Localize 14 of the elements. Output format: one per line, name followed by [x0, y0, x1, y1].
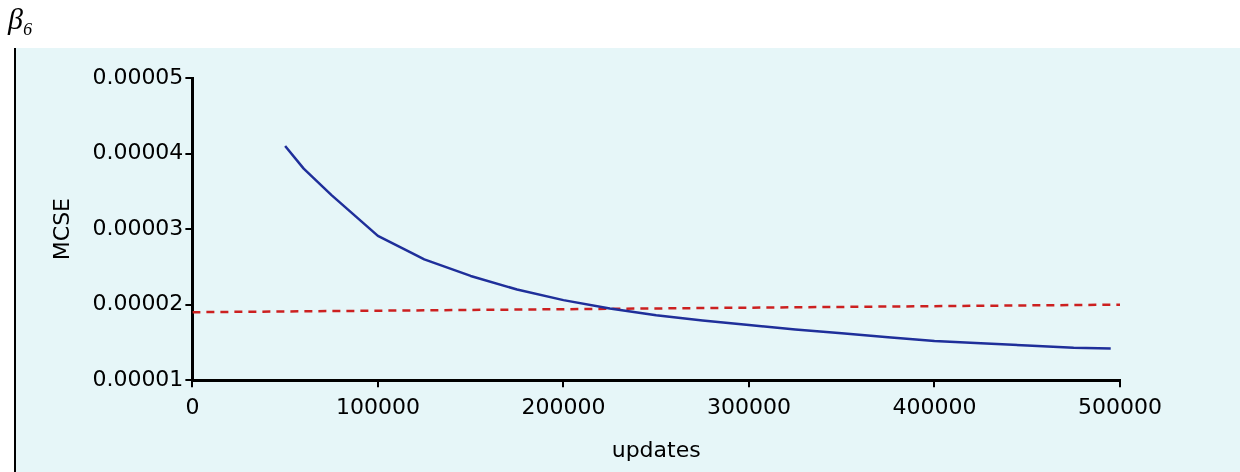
y-tick-label: 0.00005	[92, 63, 184, 89]
x-tick-label: 0	[185, 394, 200, 420]
y-tick-label: 0.00003	[92, 214, 184, 240]
y-tick-label: 0.00001	[92, 365, 184, 391]
x-tick-label: 400000	[892, 394, 977, 420]
chart-title: β₆	[8, 2, 34, 37]
x-axis-title: updates	[611, 436, 701, 462]
x-tick-label: 300000	[706, 394, 791, 420]
y-axis-title: MCSE	[48, 197, 74, 261]
y-tick-label: 0.00004	[92, 139, 184, 165]
x-tick-label: 200000	[521, 394, 606, 420]
x-tick-label: 100000	[335, 394, 420, 420]
x-tick-label: 500000	[1078, 394, 1162, 420]
y-tick-label: 0.00002	[92, 290, 184, 316]
